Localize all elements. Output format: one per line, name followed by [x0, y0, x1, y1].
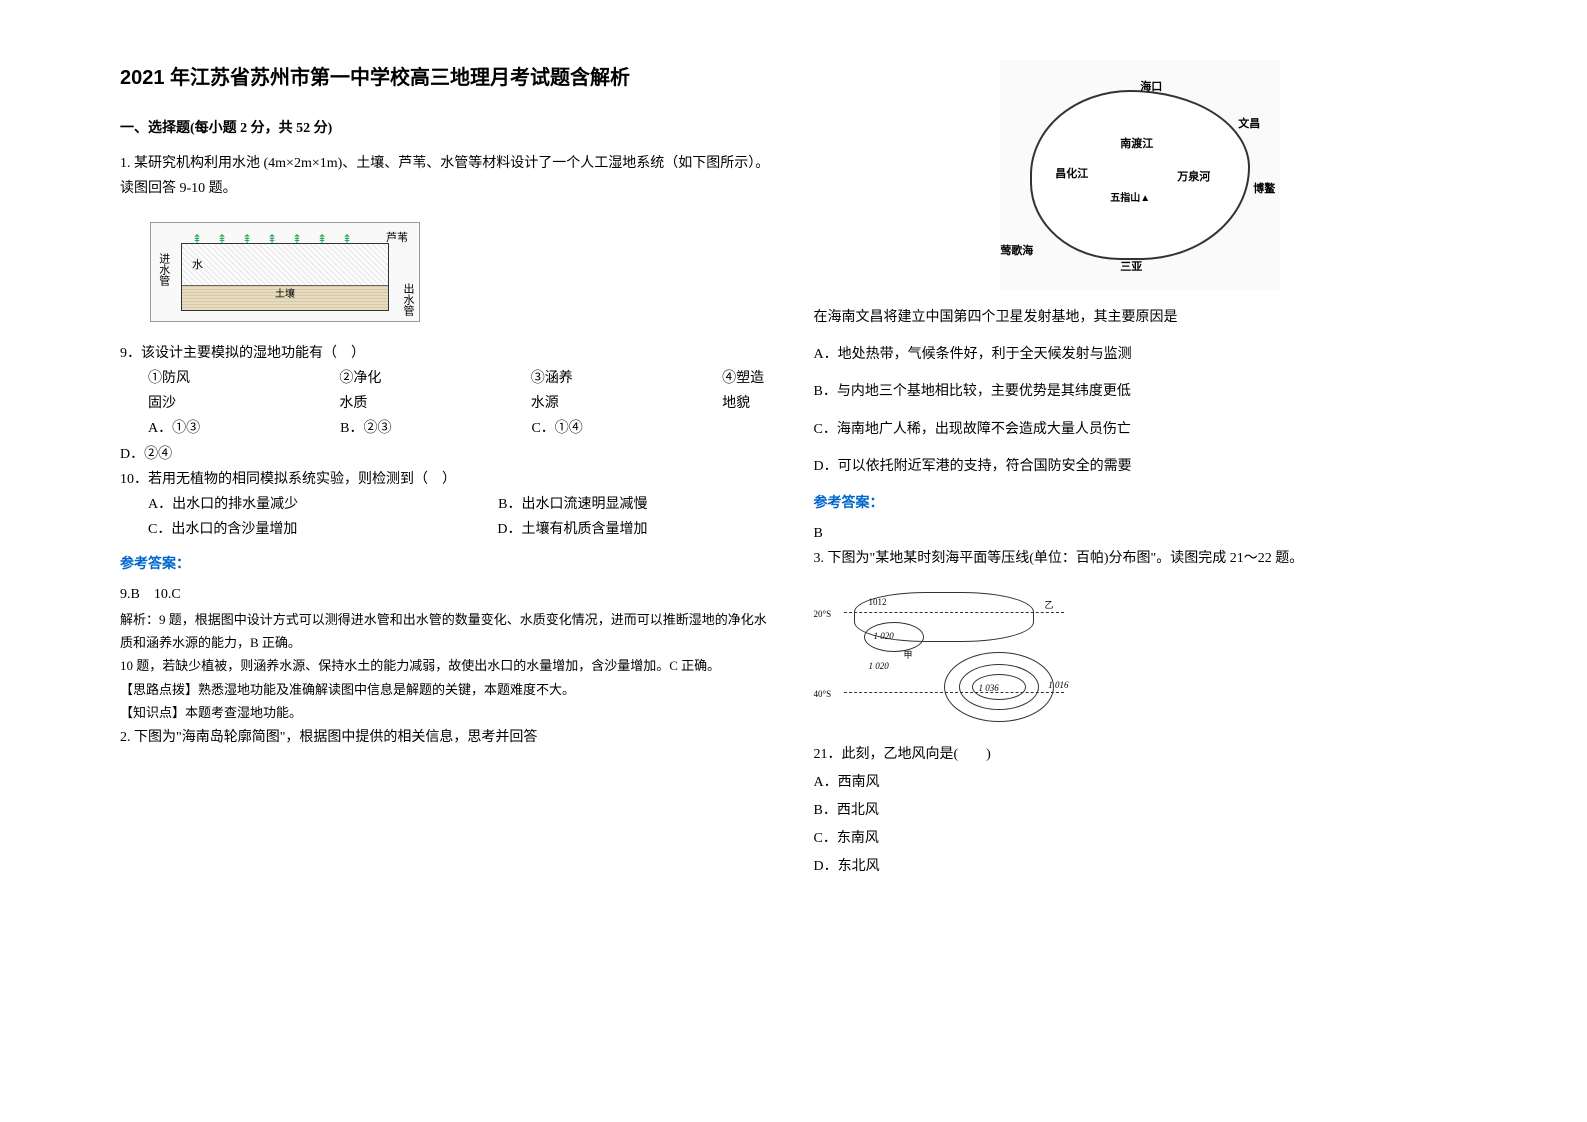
option-b: B．出水口流速明显减慢: [498, 492, 647, 517]
soil-layer: 土壤: [182, 285, 388, 310]
q2-sub-stem: 在海南文昌将建立中国第四个卫星发射基地，其主要原因是: [814, 305, 1468, 330]
question-3-stem: 3. 下图为"某地某时刻海平面等压线(单位：百帕)分布图"。读图完成 21～22…: [814, 546, 1468, 571]
reed-label: 芦苇: [386, 229, 408, 249]
city-label: 三亚: [1120, 258, 1142, 278]
question-1-stem: 1. 某研究机构利用水池 (4m×2m×1m)、土壤、芦苇、水管等材料设计了一个…: [120, 151, 774, 201]
option-a: A．西南风: [814, 770, 1468, 795]
lat-label: 20°S: [814, 606, 832, 622]
reed-icon: ⇞: [317, 229, 327, 251]
analysis-text: 10 题，若缺少植被，则涵养水源、保持水土的能力减弱，故使出水口的水量增加，含沙…: [120, 654, 774, 677]
tip-text: 【知识点】本题考查湿地功能。: [120, 701, 774, 724]
q9-sub-options: ①防风固沙 ②净化水质 ③涵养水源 ④塑造地貌: [148, 366, 774, 416]
opt-text: ②净化水质: [339, 366, 390, 416]
option-d: D．②④: [120, 442, 774, 467]
option-a: A．地处热带，气候条件好，利于全天候发射与监测: [814, 342, 1468, 367]
tip-text: 【思路点拨】熟悉湿地功能及准确解读图中信息是解题的关键，本题难度不大。: [120, 678, 774, 701]
answer-label: 参考答案：: [814, 491, 1468, 516]
option-b: B．②③: [340, 416, 391, 441]
option-d: D．东北风: [814, 854, 1468, 879]
inlet-label: 进水管: [153, 253, 173, 286]
river-label: 昌化江: [1055, 165, 1088, 185]
city-label: 海口: [1140, 78, 1162, 98]
lat-label: 40°S: [814, 686, 832, 702]
page-title: 2021 年江苏省苏州市第一中学校高三地理月考试题含解析: [120, 60, 774, 96]
option-c: C．出水口的含沙量增加: [148, 517, 297, 542]
point-label: 甲: [904, 647, 913, 663]
river-label: 万泉河: [1177, 168, 1210, 188]
pressure-label: 1 036: [979, 680, 999, 696]
option-b: B．与内地三个基地相比较，主要优势是其纬度更低: [814, 379, 1468, 404]
reed-icon: ⇞: [267, 229, 277, 251]
soil-label: 土壤: [275, 289, 295, 300]
question-21-stem: 21．此刻，乙地风向是( ): [814, 742, 1468, 767]
tank-shape: ⇞ ⇞ ⇞ ⇞ ⇞ ⇞ ⇞ 芦苇 水 土壤: [181, 243, 389, 311]
pressure-label: 1 020: [874, 628, 894, 644]
answer-value: B: [814, 521, 1468, 546]
question-9-stem: 9．该设计主要模拟的湿地功能有（ ）: [120, 341, 774, 366]
mountain-label: 五指山▲: [1110, 190, 1150, 208]
reed-icon: ⇞: [192, 229, 202, 251]
river-label: 南渡江: [1120, 135, 1153, 155]
section-heading: 一、选择题(每小题 2 分，共 52 分): [120, 116, 774, 141]
point-label: 乙: [1044, 597, 1053, 613]
q10-row2: C．出水口的含沙量增加 D．土壤有机质含量增加: [148, 517, 774, 542]
option-a: A．出水口的排水量减少: [148, 492, 298, 517]
pressure-label: 1 020: [869, 658, 889, 674]
q21-options: A．西南风 B．西北风 C．东南风 D．东北风: [814, 770, 1468, 880]
water-label: 水: [192, 256, 203, 276]
opt-text: ①防风固沙: [148, 366, 199, 416]
option-a: A．①③: [148, 416, 200, 441]
reed-icon: ⇞: [292, 229, 302, 251]
city-label: 博鳌: [1253, 180, 1275, 200]
city-label: 文昌: [1238, 115, 1260, 135]
pressure-label: 1 016: [1048, 677, 1068, 693]
answer-label: 参考答案：: [120, 552, 774, 577]
question-2-stem: 2. 下图为"海南岛轮廓简图"，根据图中提供的相关信息，思考并回答: [120, 725, 774, 750]
option-c: C．①④: [531, 416, 582, 441]
wetland-diagram: 进水管 ⇞ ⇞ ⇞ ⇞ ⇞ ⇞ ⇞ 芦苇 水 土壤 出水管: [150, 222, 420, 322]
question-10-stem: 10．若用无植物的相同模拟系统实验，则检测到（ ）: [120, 467, 774, 492]
option-b: B．西北风: [814, 798, 1468, 823]
option-c: C．海南地广人稀，出现故障不会造成大量人员伤亡: [814, 417, 1468, 442]
q10-row1: A．出水口的排水量减少 B．出水口流速明显减慢: [148, 492, 774, 517]
reed-icon: ⇞: [342, 229, 352, 251]
q9-options: A．①③ B．②③ C．①④: [148, 416, 774, 441]
q2-options: A．地处热带，气候条件好，利于全天候发射与监测 B．与内地三个基地相比较，主要优…: [814, 342, 1468, 479]
reed-icon: ⇞: [242, 229, 252, 251]
hainan-map: 海口 文昌 博鳌 万泉河 南渡江 昌化江 五指山▲ 莺歌海 三亚: [1000, 60, 1280, 290]
analysis-text: 解析：9 题，根据图中设计方式可以测得进水管和出水管的数量变化、水质变化情况，进…: [120, 608, 774, 655]
opt-text: ④塑造地貌: [722, 366, 773, 416]
opt-text: ③涵养水源: [531, 366, 582, 416]
option-d: D．可以依托附近军港的支持，符合国防安全的需要: [814, 454, 1468, 479]
answer-line: 9.B 10.C: [120, 582, 774, 607]
reed-icon: ⇞: [217, 229, 227, 251]
pressure-label: 1012: [869, 594, 887, 610]
city-label: 莺歌海: [1000, 242, 1033, 262]
option-c: C．东南风: [814, 826, 1468, 851]
pressure-map: 20°S 40°S 1012 1 020 1 020 1 036 1 016 甲…: [814, 582, 1074, 732]
outlet-label: 出水管: [397, 283, 417, 316]
option-d: D．土壤有机质含量增加: [497, 517, 647, 542]
